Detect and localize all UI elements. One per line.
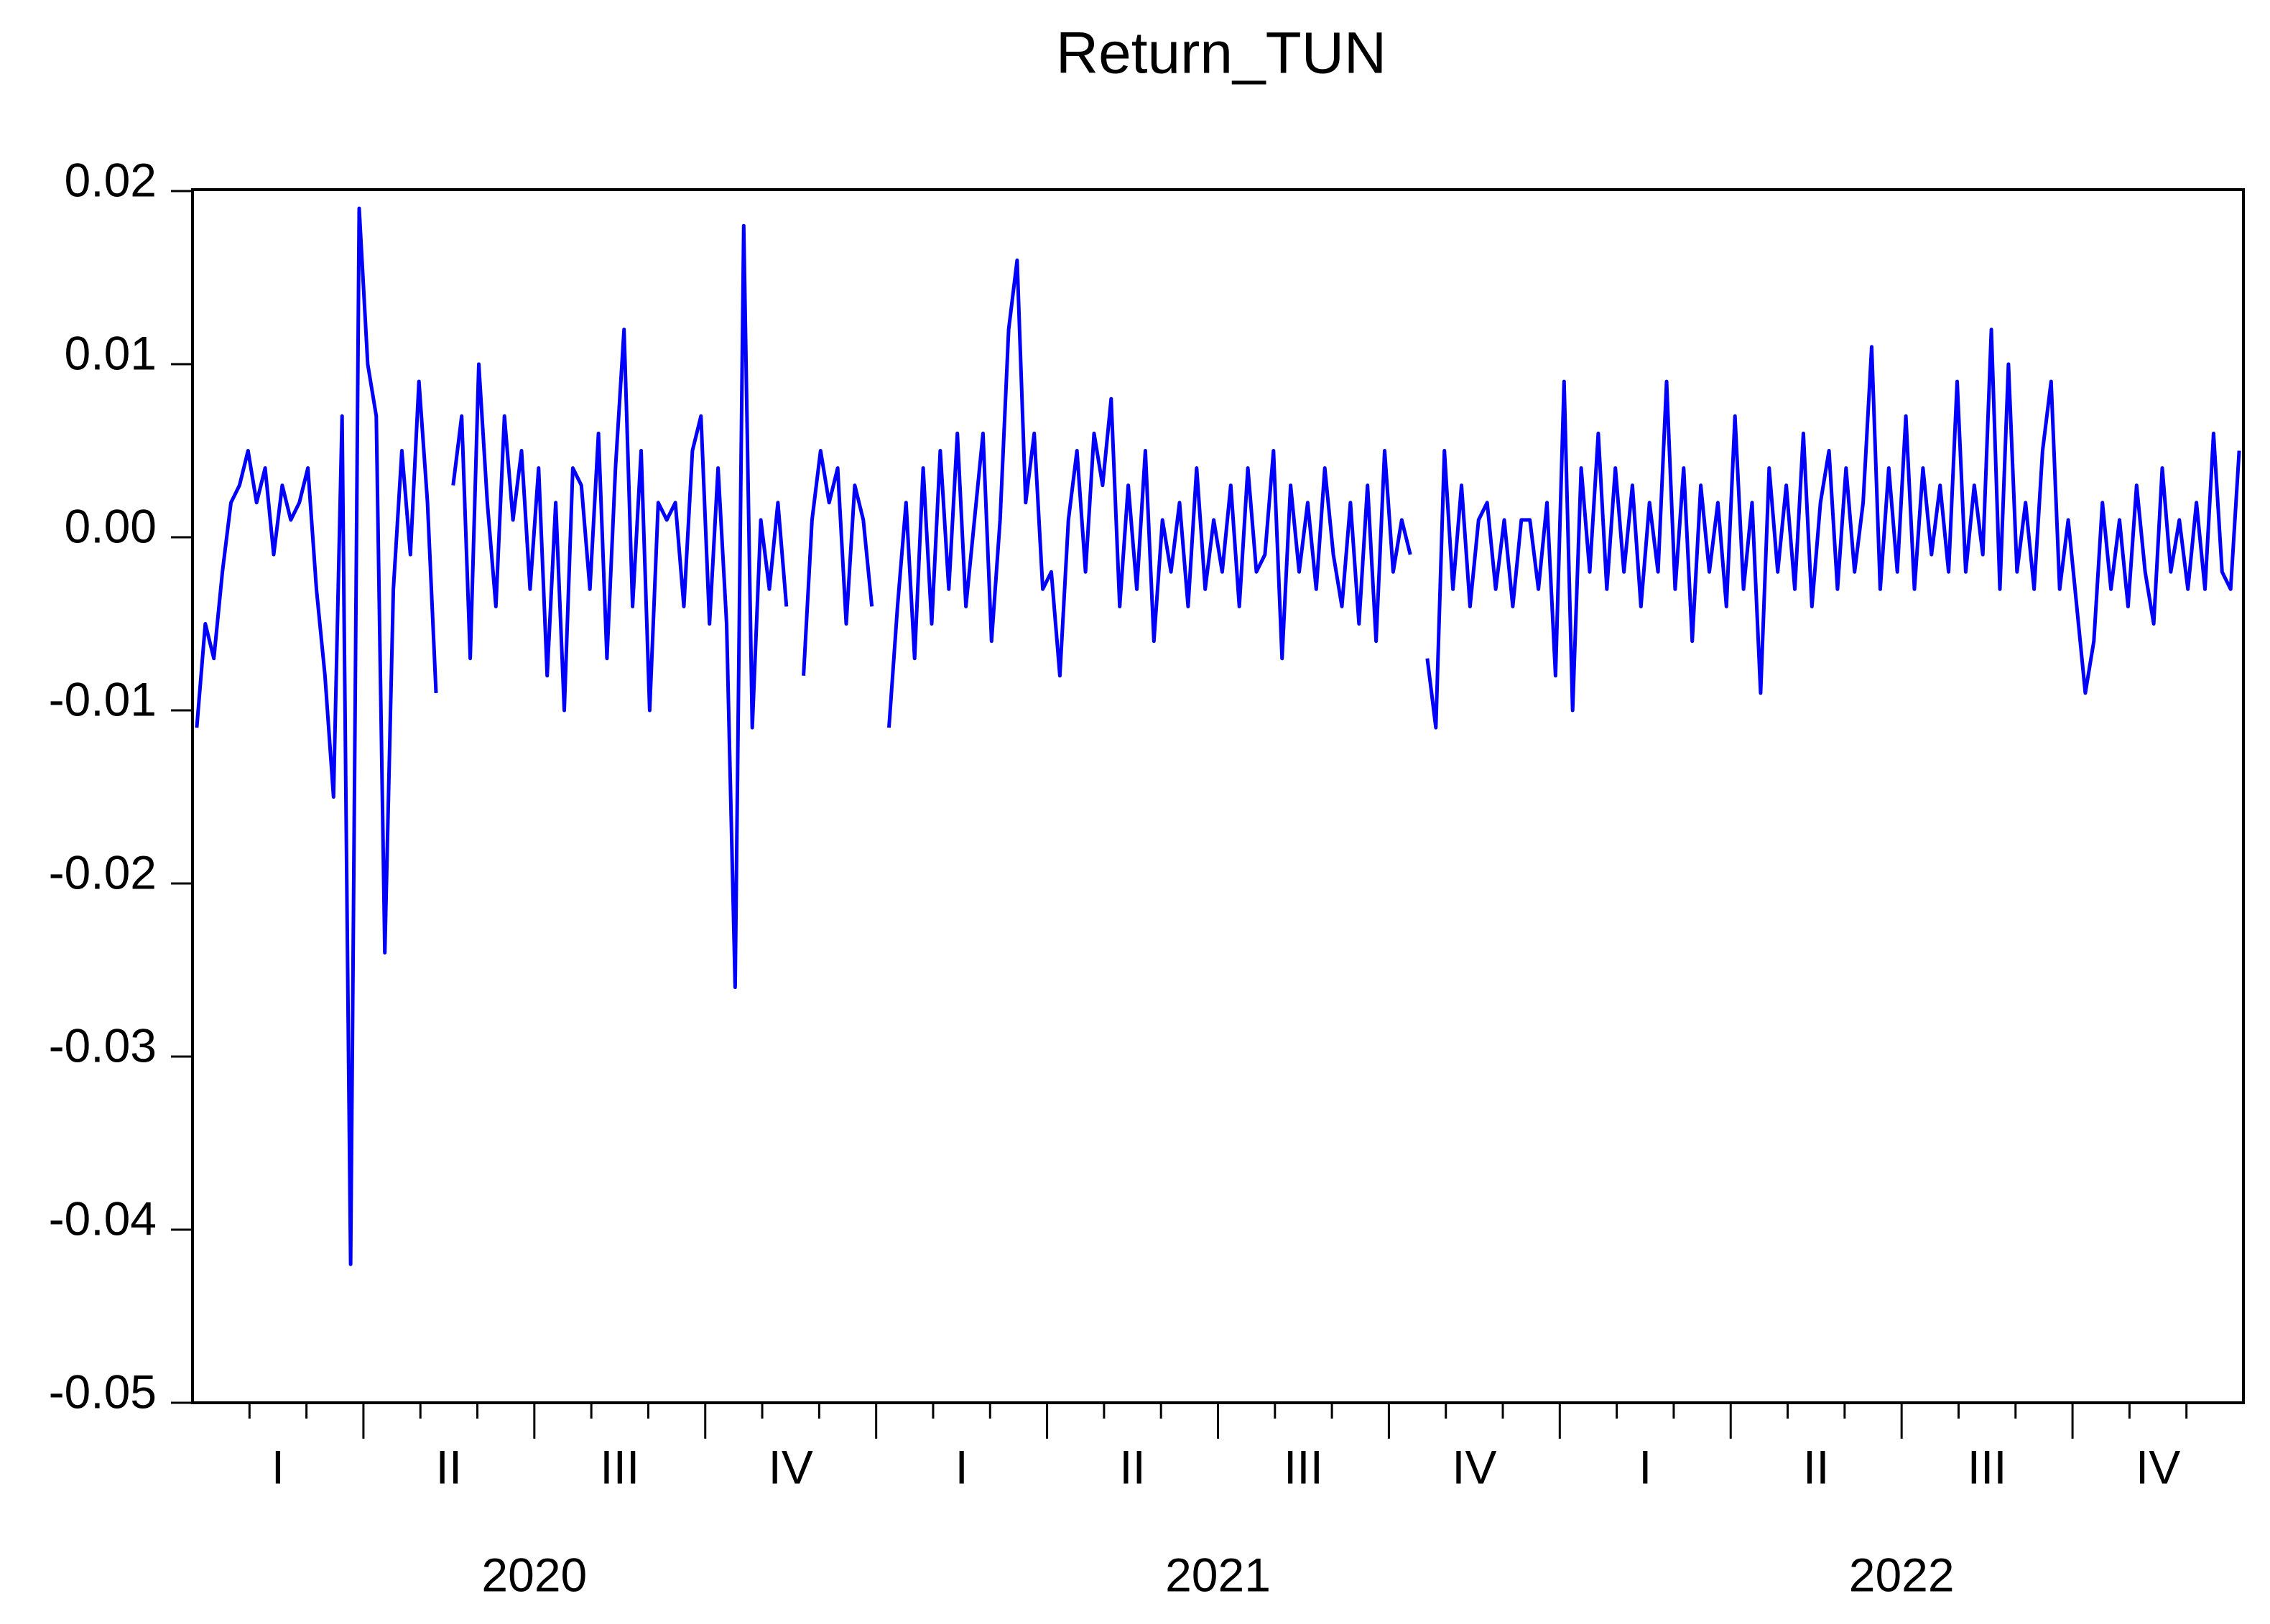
series-line	[195, 206, 2241, 1266]
quarter-label: II	[1119, 1440, 1146, 1493]
year-label: 2021	[1165, 1548, 1271, 1601]
y-tick-label: -0.05	[49, 1365, 157, 1418]
quarter-label: II	[1803, 1440, 1830, 1493]
y-tick-label: -0.01	[49, 672, 157, 725]
quarter-label: III	[1284, 1440, 1323, 1493]
year-label: 2020	[481, 1548, 587, 1601]
y-tick-label: 0.01	[65, 326, 157, 379]
quarter-label: IV	[769, 1440, 813, 1493]
quarter-label: IV	[2136, 1440, 2180, 1493]
y-tick-label: 0.00	[65, 499, 157, 552]
y-tick-label: 0.02	[65, 153, 157, 206]
y-tick-label: -0.02	[49, 845, 157, 899]
y-tick-label: -0.03	[49, 1019, 157, 1072]
quarter-label: I	[1639, 1440, 1651, 1493]
quarter-label: IV	[1452, 1440, 1496, 1493]
chart-title: Return_TUN	[1056, 21, 1386, 86]
quarter-label: II	[436, 1440, 463, 1493]
year-label: 2022	[1849, 1548, 1955, 1601]
y-tick-label: -0.04	[49, 1192, 157, 1245]
plot-frame	[191, 188, 2245, 1404]
quarter-label: I	[955, 1440, 968, 1493]
quarter-label: III	[600, 1440, 639, 1493]
quarter-label: III	[1968, 1440, 2007, 1493]
quarter-label: I	[272, 1440, 284, 1493]
